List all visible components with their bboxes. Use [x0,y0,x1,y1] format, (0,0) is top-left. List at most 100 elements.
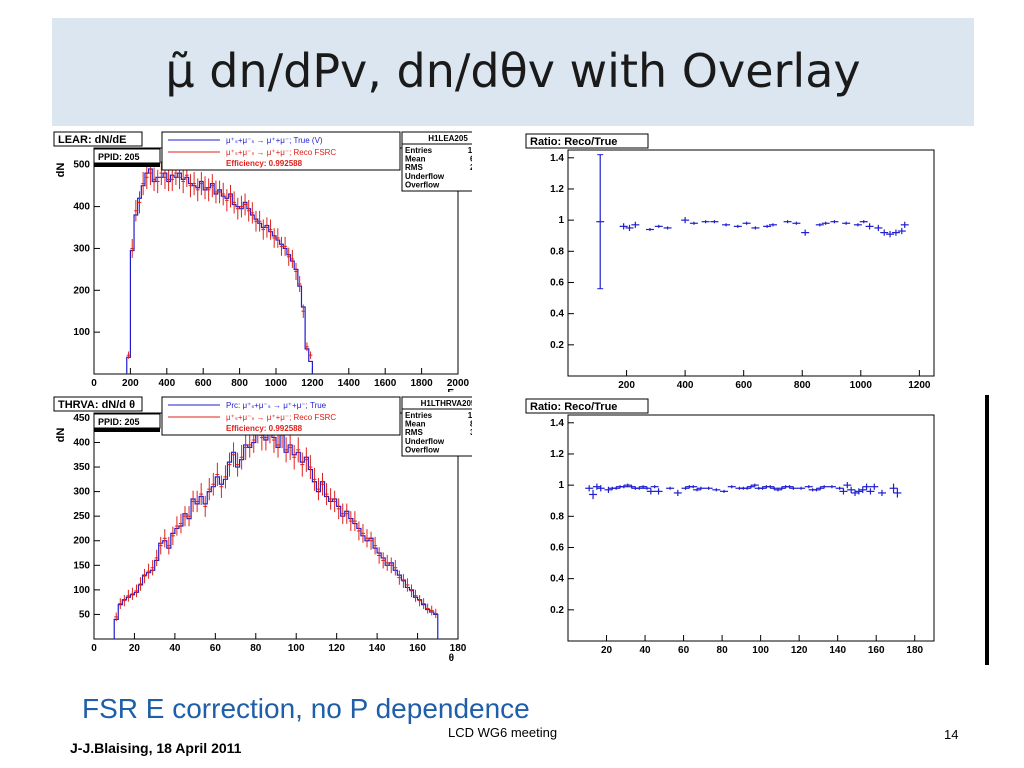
true-histogram-line [126,168,313,374]
y-tick-label: 200 [73,285,90,296]
stats-value: 19284 [468,411,472,420]
vertical-rule [985,395,989,665]
stats-value: 19284 [468,146,472,155]
title-bar: μ̃ dn/dPv, dn/dθv with Overlay [52,18,974,126]
x-tick-label: 800 [231,378,248,389]
ppid-underline [94,163,160,167]
x-tick-label: 400 [677,380,694,391]
stats-key: Underflow [405,437,445,446]
x-tick-label: 120 [328,643,345,654]
chart-title: THRVA: dN/d θ [58,399,135,411]
legend-reco-label: μ⁺ₛ+μ⁻ₛ → μ⁺+μ⁻; Reco FSRC [226,148,336,157]
true-histogram-line [113,427,439,639]
y-tick-label: 400 [73,202,90,213]
y-tick-label: 150 [73,560,90,571]
y-tick-label: 300 [73,243,90,254]
x-tick-label: 800 [794,380,811,391]
y-tick-label: 200 [73,536,90,547]
y-tick-label: 0.8 [550,246,564,257]
x-tick-label: 200 [618,380,635,391]
x-tick-label: 0 [91,643,97,654]
ppid-underline [94,428,160,432]
x-tick-label: 60 [210,643,222,654]
y-tick-label: 400 [73,437,90,448]
x-tick-label: 1800 [410,378,433,389]
chart-title-box [53,396,143,412]
plot-frame [567,414,935,642]
stats-key: Underflow [405,172,445,181]
stats-key: Overflow [405,445,440,454]
chart-panel-lear: 0 200 400 600 800 1000 1200 1400 1600 1800 2000 100… [52,130,472,392]
legend-box [161,131,401,171]
chart-title: Ratio: Reco/True [530,401,617,413]
stats-value: 627.9 [470,155,472,164]
x-tick-label: 200 [122,378,139,389]
plot-frame [567,149,935,377]
plot-frame [93,412,459,640]
x-tick-label: 60 [678,645,690,656]
footer-meeting: LCD WG6 meeting [448,725,558,740]
chart-thrva-ratio-svg: 20 40 60 80 100 120 140 160 180 0.2 0.4 0.6 0.8 1 1.2 1… [525,398,935,656]
legend-reco-label: μ⁺ₛ+μ⁻ₛ → μ⁺+μ⁻; Reco FSRC [226,413,336,422]
y-tick-label: 100 [73,327,90,338]
stats-key: Entries [405,411,433,420]
footer-author: J-J.Blaising, 18 April 2011 [70,740,242,756]
x-tick-label: 400 [158,378,175,389]
y-tick-label: 0.6 [550,277,564,288]
y-tick-label: 500 [73,160,90,171]
stats-key: Mean [405,155,426,164]
chart-thrva-svg: 0 20 40 60 80 100 120 140 160 180 50 100 150 200 250 30… [53,396,472,663]
y-tick-label: 1.4 [550,153,564,164]
x-tick-label: 160 [868,645,885,656]
stats-key: RMS [405,163,423,172]
ppid-label: PPID: 205 [98,417,140,427]
stats-key: Entries [405,146,433,155]
stats-value: 89.78 [470,420,472,429]
stats-name: H1LEA205 [428,134,468,143]
x-tick-label: 180 [906,645,923,656]
chart-panel-thrva-ratio: 20 40 60 80 100 120 140 160 180 0.2 0.4 0.6 0.8 1 1.2 1… [522,395,942,663]
x-tick-label: 160 [409,643,426,654]
chart-lear-svg: 0 200 400 600 800 1000 1200 1400 1600 1800 2000 100… [53,131,472,392]
y-tick-label: 50 [79,609,91,620]
y-tick-label: 0.8 [550,511,564,522]
x-tick-label: 1200 [908,380,931,391]
y-tick-label: 0.4 [550,574,564,585]
y-tick-label: 450 [73,413,90,424]
y-tick-label: 1 [558,215,564,226]
chart-title-box [525,133,649,149]
stats-value: 260.8 [470,163,472,172]
y-tick-label: 300 [73,487,90,498]
x-tick-label: 140 [369,643,386,654]
legend-box [161,396,401,436]
x-tick-label: 180 [450,643,467,654]
y-tick-label: 350 [73,462,90,473]
stats-box [401,408,472,457]
stats-name: H1LTHRVA205 [421,399,472,408]
x-tick-label: 600 [735,380,752,391]
x-tick-label: 1000 [850,380,873,391]
stats-box [401,143,472,192]
chart-title-box [525,398,649,414]
y-tick-label: 0.6 [550,542,564,553]
x-tick-label: 2000 [447,378,470,389]
ppid-label: PPID: 205 [98,152,140,162]
chart-title: LEAR: dN/dE [58,134,126,146]
plot-frame [93,147,459,375]
slide-subtitle: FSR E correction, no P dependence [82,693,530,724]
x-tick-label: 1400 [338,378,361,389]
page-number: 14 [944,727,959,742]
chart-title-box [53,131,143,147]
legend-efficiency: Efficiency: 0.992588 [226,424,303,433]
y-tick-label: 0.2 [550,605,564,616]
x-tick-label: 1000 [265,378,288,389]
legend-efficiency: Efficiency: 0.992588 [226,159,303,168]
chart-panel-thrva: 0 20 40 60 80 100 120 140 160 180 50 100 150 200 250 30… [52,395,472,663]
chart-title: Ratio: Reco/True [530,136,617,148]
x-tick-label: 40 [169,643,181,654]
x-tick-label: 1200 [301,378,324,389]
x-tick-label: 120 [791,645,808,656]
y-tick-label: 0.2 [550,340,564,351]
x-tick-label: 1600 [374,378,397,389]
x-tick-label: 140 [829,645,846,656]
